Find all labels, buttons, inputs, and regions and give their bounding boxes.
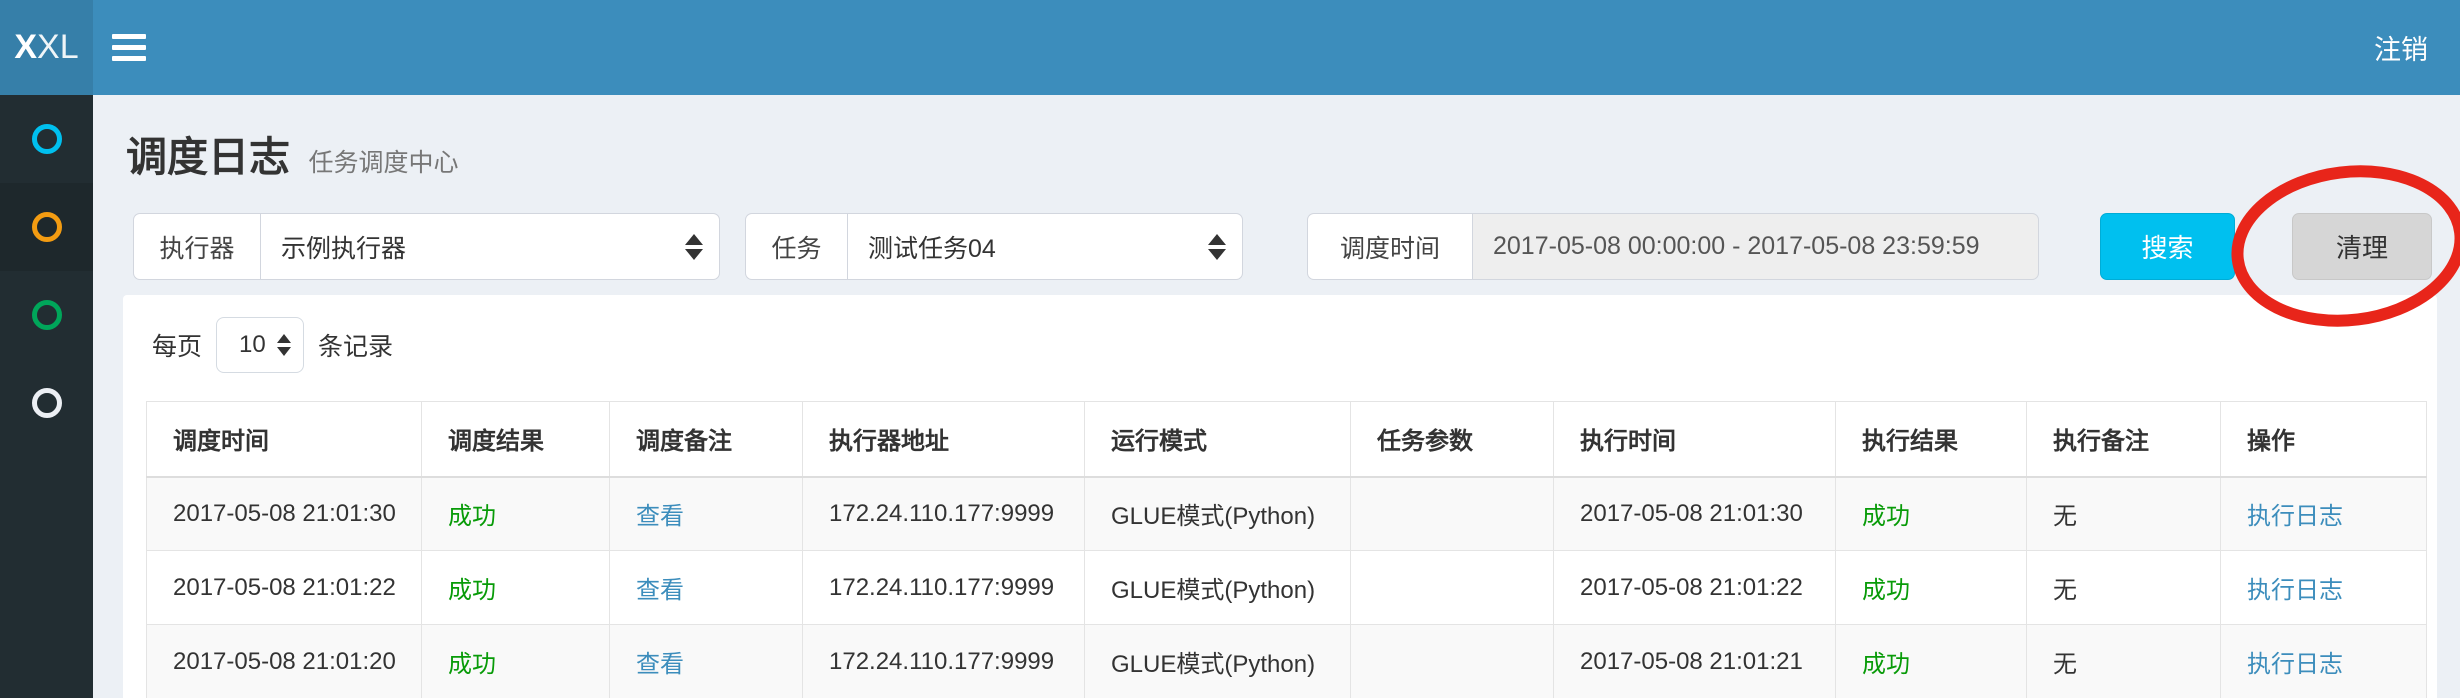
hamburger-bar bbox=[112, 34, 146, 39]
page-size-prefix: 每页 bbox=[152, 333, 203, 361]
column-header: 调度结果 bbox=[421, 401, 610, 478]
column-header: 运行模式 bbox=[1084, 401, 1351, 478]
executor-select[interactable]: 示例执行器 bbox=[260, 213, 720, 280]
sidebar-menu-item-1[interactable] bbox=[0, 95, 93, 183]
log-panel: 每页 10 条记录 调度时间 调度结果 调度备注 执行器地址 运行模式 任务参数 执行时间执… bbox=[123, 295, 2437, 698]
table-cell: 无 bbox=[2026, 624, 2221, 698]
page-size-select[interactable]: 10 bbox=[216, 317, 305, 373]
circle-icon bbox=[31, 124, 62, 154]
job-select[interactable]: 测试任务04 bbox=[847, 213, 1243, 280]
job-filter-group: 任务 测试任务04 bbox=[745, 213, 1243, 280]
filter-bar: 执行器 示例执行器 任务 测试任务04 调度时间 2017-05-08 00:0… bbox=[123, 213, 2437, 280]
table-cell: 2017-05-08 21:01:22 bbox=[1553, 550, 1836, 625]
select-arrows-icon bbox=[685, 233, 703, 260]
table-cell bbox=[1350, 476, 1554, 551]
sidebar-nav bbox=[0, 95, 93, 698]
table-link[interactable]: 查看 bbox=[609, 624, 803, 698]
table-cell: 2017-05-08 21:01:20 bbox=[146, 624, 422, 698]
status-success-text: 成功 bbox=[421, 550, 610, 625]
status-success-text: 成功 bbox=[1835, 476, 2027, 551]
table-cell: 无 bbox=[2026, 550, 2221, 625]
status-success-text: 成功 bbox=[421, 476, 610, 551]
table-cell bbox=[1350, 624, 1554, 698]
column-header: 操作 bbox=[2220, 401, 2427, 478]
column-header: 执行器地址 bbox=[802, 401, 1085, 478]
table-row: 2017-05-08 21:01:20 成功 查看 172.24.110.177:99… bbox=[146, 624, 2427, 698]
table-cell: GLUE模式(Python) bbox=[1084, 624, 1351, 698]
app-logo-rest: XL bbox=[37, 28, 79, 66]
job-select-value: 测试任务04 bbox=[868, 234, 996, 263]
filter-gap bbox=[2039, 213, 2100, 280]
column-header: 执行备注 bbox=[2026, 401, 2221, 478]
column-header: 任务参数 bbox=[1350, 401, 1554, 478]
dispatch-log-table: 调度时间 调度结果 调度备注 执行器地址 运行模式 任务参数 执行时间 执行结果 执行备注 操作 … bbox=[146, 401, 2427, 698]
table-cell: 2017-05-08 21:01:30 bbox=[1553, 476, 1836, 551]
table-cell: GLUE模式(Python) bbox=[1084, 550, 1351, 625]
trigger-time-filter-group: 调度时间 2017-05-08 00:00:00 - 2017-05-08 23… bbox=[1307, 213, 2039, 280]
table-cell: 2017-05-08 21:01:22 bbox=[146, 550, 422, 625]
table-header: 调度时间 调度结果 调度备注 执行器地址 运行模式 任务参数 执行时间 执行结果 执行备注 操作 bbox=[146, 401, 2427, 478]
clean-log-button[interactable]: 清理 bbox=[2292, 213, 2432, 280]
executor-select-value: 示例执行器 bbox=[281, 234, 407, 263]
circle-icon bbox=[31, 388, 62, 418]
table-link[interactable]: 执行日志 bbox=[2220, 624, 2427, 698]
select-arrows-icon bbox=[1208, 233, 1226, 260]
hamburger-bar bbox=[112, 56, 146, 61]
select-arrows-icon bbox=[277, 334, 292, 356]
job-filter-label: 任务 bbox=[745, 213, 847, 280]
table-row: 2017-05-08 21:01:22 成功 查看 172.24.110.177:99… bbox=[146, 550, 2427, 625]
table-cell: 172.24.110.177:9999 bbox=[802, 550, 1085, 625]
trigger-time-filter-label: 调度时间 bbox=[1307, 213, 1472, 280]
page-subtitle: 任务调度中心 bbox=[308, 149, 459, 177]
table-link[interactable]: 执行日志 bbox=[2220, 476, 2427, 551]
table-link[interactable]: 查看 bbox=[609, 550, 803, 625]
table-link[interactable]: 执行日志 bbox=[2220, 550, 2427, 625]
sidebar-menu-item-3[interactable] bbox=[0, 271, 93, 359]
hamburger-bar bbox=[112, 45, 146, 50]
executor-filter-group: 执行器 示例执行器 bbox=[133, 213, 720, 280]
table-cell: 无 bbox=[2026, 476, 2221, 551]
page-size-value: 10 bbox=[239, 331, 266, 358]
app-logo-bold: X bbox=[14, 28, 38, 66]
column-header: 执行结果 bbox=[1835, 401, 2027, 478]
sidebar-toggle-icon[interactable] bbox=[93, 0, 165, 95]
column-header: 调度时间 bbox=[146, 401, 422, 478]
filter-gap bbox=[1243, 213, 1307, 280]
page-size-suffix: 条记录 bbox=[318, 333, 394, 361]
status-success-text: 成功 bbox=[1835, 624, 2027, 698]
filter-gap bbox=[720, 213, 745, 280]
table-cell: 2017-05-08 21:01:30 bbox=[146, 476, 422, 551]
column-header: 调度备注 bbox=[609, 401, 803, 478]
table-cell: 172.24.110.177:9999 bbox=[802, 476, 1085, 551]
circle-icon bbox=[31, 212, 62, 242]
table-link[interactable]: 查看 bbox=[609, 476, 803, 551]
page-title: 调度日志 bbox=[126, 134, 290, 180]
navbar-spacer bbox=[165, 0, 2342, 95]
status-success-text: 成功 bbox=[421, 624, 610, 698]
content-area: 调度日志 任务调度中心 执行器 示例执行器 任务 测试任务04 调度时间 201… bbox=[93, 95, 2460, 698]
sidebar-menu-item-2[interactable] bbox=[0, 183, 93, 271]
page-header: 调度日志 任务调度中心 bbox=[123, 115, 2437, 183]
table-cell: GLUE模式(Python) bbox=[1084, 476, 1351, 551]
filter-gap bbox=[2235, 213, 2292, 280]
logout-button[interactable]: 注销 bbox=[2374, 35, 2428, 65]
sidebar-menu-item-4[interactable] bbox=[0, 359, 93, 447]
executor-filter-label: 执行器 bbox=[133, 213, 260, 280]
search-button[interactable]: 搜索 bbox=[2100, 213, 2235, 280]
column-header: 执行时间 bbox=[1553, 401, 1836, 478]
trigger-time-range-value: 2017-05-08 00:00:00 - 2017-05-08 23:59:5… bbox=[1493, 232, 1980, 260]
circle-icon bbox=[31, 300, 62, 330]
table-cell bbox=[1350, 550, 1554, 625]
status-success-text: 成功 bbox=[1835, 550, 2027, 625]
table-row: 2017-05-08 21:01:30 成功 查看 172.24.110.177:99… bbox=[146, 476, 2427, 551]
app-logo[interactable]: X XL bbox=[0, 0, 93, 95]
page-size-row: 每页 10 条记录 bbox=[140, 317, 2420, 373]
table-cell: 172.24.110.177:9999 bbox=[802, 624, 1085, 698]
top-navbar: X XL 注销 bbox=[0, 0, 2460, 95]
trigger-time-range-input[interactable]: 2017-05-08 00:00:00 - 2017-05-08 23:59:5… bbox=[1472, 213, 2039, 280]
table-cell: 2017-05-08 21:01:21 bbox=[1553, 624, 1836, 698]
